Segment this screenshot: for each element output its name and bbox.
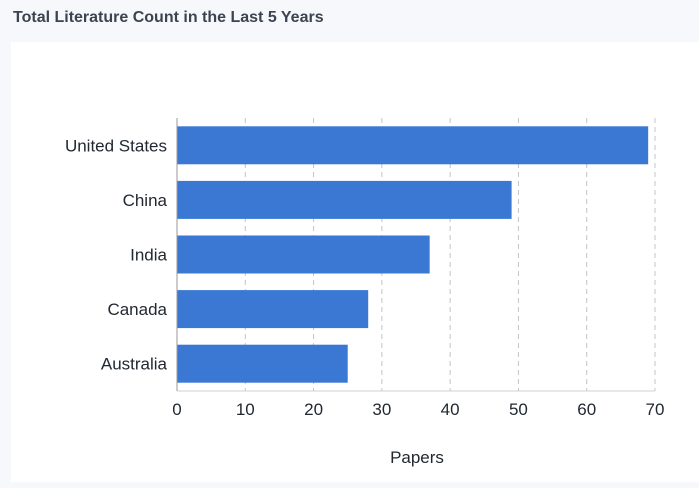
category-label: Canada: [107, 300, 167, 319]
x-tick-label: 0: [172, 400, 181, 419]
x-axis-title: Papers: [390, 448, 444, 467]
category-label: China: [123, 191, 168, 210]
x-tick-label: 20: [304, 400, 323, 419]
x-tick-label: 70: [646, 400, 665, 419]
bar: [177, 181, 512, 219]
bar: [177, 345, 348, 383]
bar: [177, 290, 368, 328]
category-label: Australia: [101, 355, 168, 374]
category-label: India: [130, 246, 167, 265]
category-label: United States: [65, 136, 167, 155]
bars: [177, 126, 648, 382]
x-tick-labels: 0 10 20 30 40 50 60 70: [172, 400, 664, 419]
x-tick-label: 50: [509, 400, 528, 419]
x-tick-label: 10: [236, 400, 255, 419]
bar: [177, 126, 648, 164]
x-tick-label: 60: [577, 400, 596, 419]
x-tick-label: 40: [441, 400, 460, 419]
category-labels: United States China India Canada Australia: [65, 136, 168, 373]
x-tick-label: 30: [372, 400, 391, 419]
bar: [177, 236, 430, 274]
